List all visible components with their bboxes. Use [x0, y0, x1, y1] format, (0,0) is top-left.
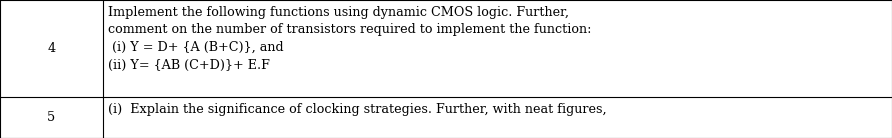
- Text: (i) Y = D+ {A (B+C)}, and: (i) Y = D+ {A (B+C)}, and: [108, 41, 284, 54]
- Text: (i)  Explain the significance of clocking strategies. Further, with neat figures: (i) Explain the significance of clocking…: [108, 103, 607, 116]
- Text: (ii) Y= {AB (C+D)}+ E.F: (ii) Y= {AB (C+D)}+ E.F: [108, 59, 270, 71]
- Text: Implement the following functions using dynamic CMOS logic. Further,: Implement the following functions using …: [108, 6, 569, 19]
- Text: 4: 4: [47, 42, 55, 55]
- Text: comment on the number of transistors required to implement the function:: comment on the number of transistors req…: [108, 23, 591, 36]
- Text: 5: 5: [47, 111, 55, 124]
